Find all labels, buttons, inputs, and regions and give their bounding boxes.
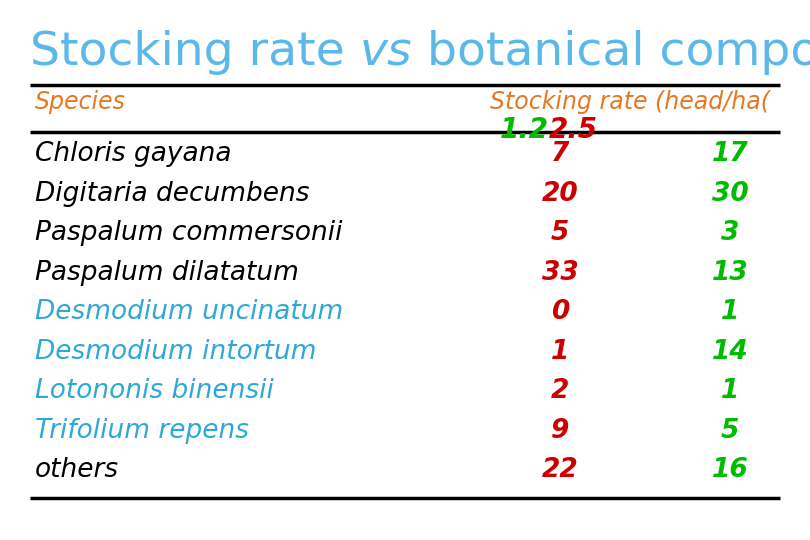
Text: vs: vs [360,30,412,75]
Text: 7: 7 [551,141,569,167]
Text: 14: 14 [712,339,748,365]
Text: Trifolium repens: Trifolium repens [35,418,249,444]
Text: 2: 2 [551,379,569,404]
Text: 9: 9 [551,418,569,444]
Text: Stocking rate (head/ha(: Stocking rate (head/ha( [490,90,770,114]
Text: 1: 1 [721,379,740,404]
Text: 3: 3 [721,220,740,246]
Text: Lotononis binensii: Lotononis binensii [35,379,274,404]
Text: 20: 20 [542,180,578,207]
Text: 1.2: 1.2 [500,116,549,144]
Text: 17: 17 [712,141,748,167]
Text: 16: 16 [712,457,748,483]
Text: Desmodium uncinatum: Desmodium uncinatum [35,299,343,325]
Text: 30: 30 [712,180,748,207]
Text: Species: Species [35,90,126,114]
Text: 13: 13 [712,260,748,286]
Text: 1: 1 [551,339,569,365]
Text: 2.5: 2.5 [549,116,598,144]
Text: Desmodium intortum: Desmodium intortum [35,339,317,365]
Text: 5: 5 [551,220,569,246]
Text: 22: 22 [542,457,578,483]
Text: 0: 0 [551,299,569,325]
Text: Stocking rate: Stocking rate [30,30,360,75]
Text: 5: 5 [721,418,740,444]
Text: Paspalum commersonii: Paspalum commersonii [35,220,343,246]
Text: botanical composition: botanical composition [412,30,810,75]
Text: 1: 1 [721,299,740,325]
Text: others: others [35,457,119,483]
Text: Digitaria decumbens: Digitaria decumbens [35,180,309,207]
Text: Chloris gayana: Chloris gayana [35,141,232,167]
Text: Paspalum dilatatum: Paspalum dilatatum [35,260,299,286]
Text: 33: 33 [542,260,578,286]
